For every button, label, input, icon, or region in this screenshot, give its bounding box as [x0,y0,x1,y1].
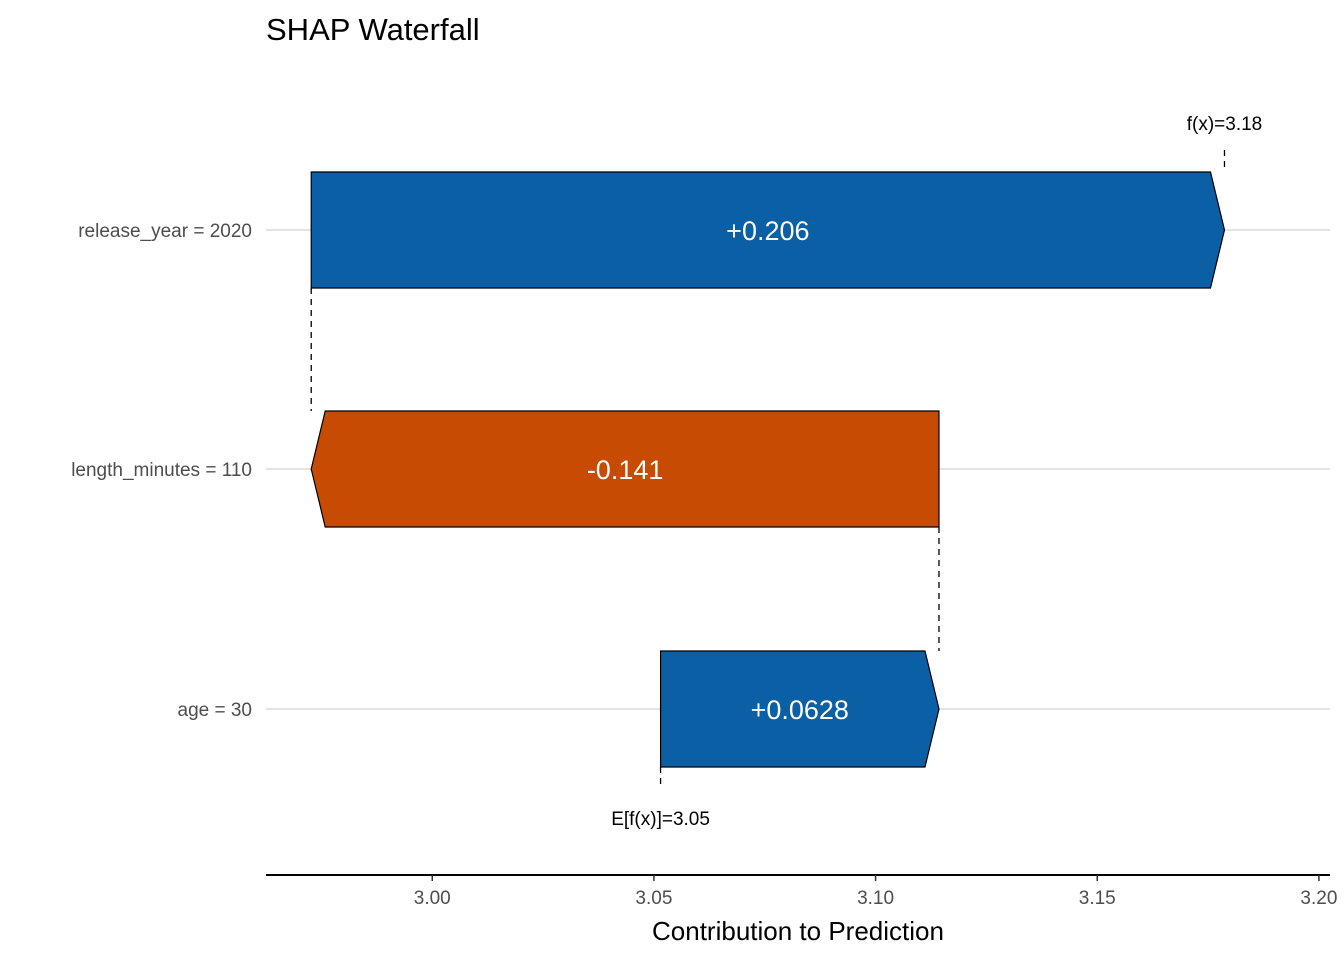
connector-lines [310,288,940,651]
bar-1 [310,410,940,528]
x-tick-label: 3.10 [857,888,894,909]
bar-value-label-0: +0.206 [726,216,809,246]
x-axis-label: Contribution to Prediction [652,916,944,946]
x-tick-label: 3.15 [1079,888,1116,909]
base-value-label: E[f(x)]=3.05 [611,809,710,830]
bar-2 [659,650,940,768]
bar-value-label-1: -0.141 [587,455,664,485]
y-axis-labels: release_year = 2020 length_minutes = 110 a… [71,221,252,721]
x-tick-label: 3.00 [414,888,451,909]
y-tick-label-2: age = 30 [178,700,253,721]
y-tick-label-1: length_minutes = 110 [71,460,252,481]
prediction-label: f(x)=3.18 [1187,114,1263,135]
bars: +0.206 -0.141 +0.0628 [310,171,1226,768]
x-axis-ticks: 3.00 3.05 3.10 3.15 3.20 [414,875,1337,909]
x-tick-label: 3.20 [1300,888,1337,909]
x-tick-label: 3.05 [635,888,672,909]
chart-title: SHAP Waterfall [266,12,480,47]
annotations: f(x)=3.18 E[f(x)]=3.05 [611,114,1262,830]
bar-value-label-2: +0.0628 [751,695,849,725]
bar-0 [310,171,1226,289]
y-tick-label-0: release_year = 2020 [78,221,252,242]
